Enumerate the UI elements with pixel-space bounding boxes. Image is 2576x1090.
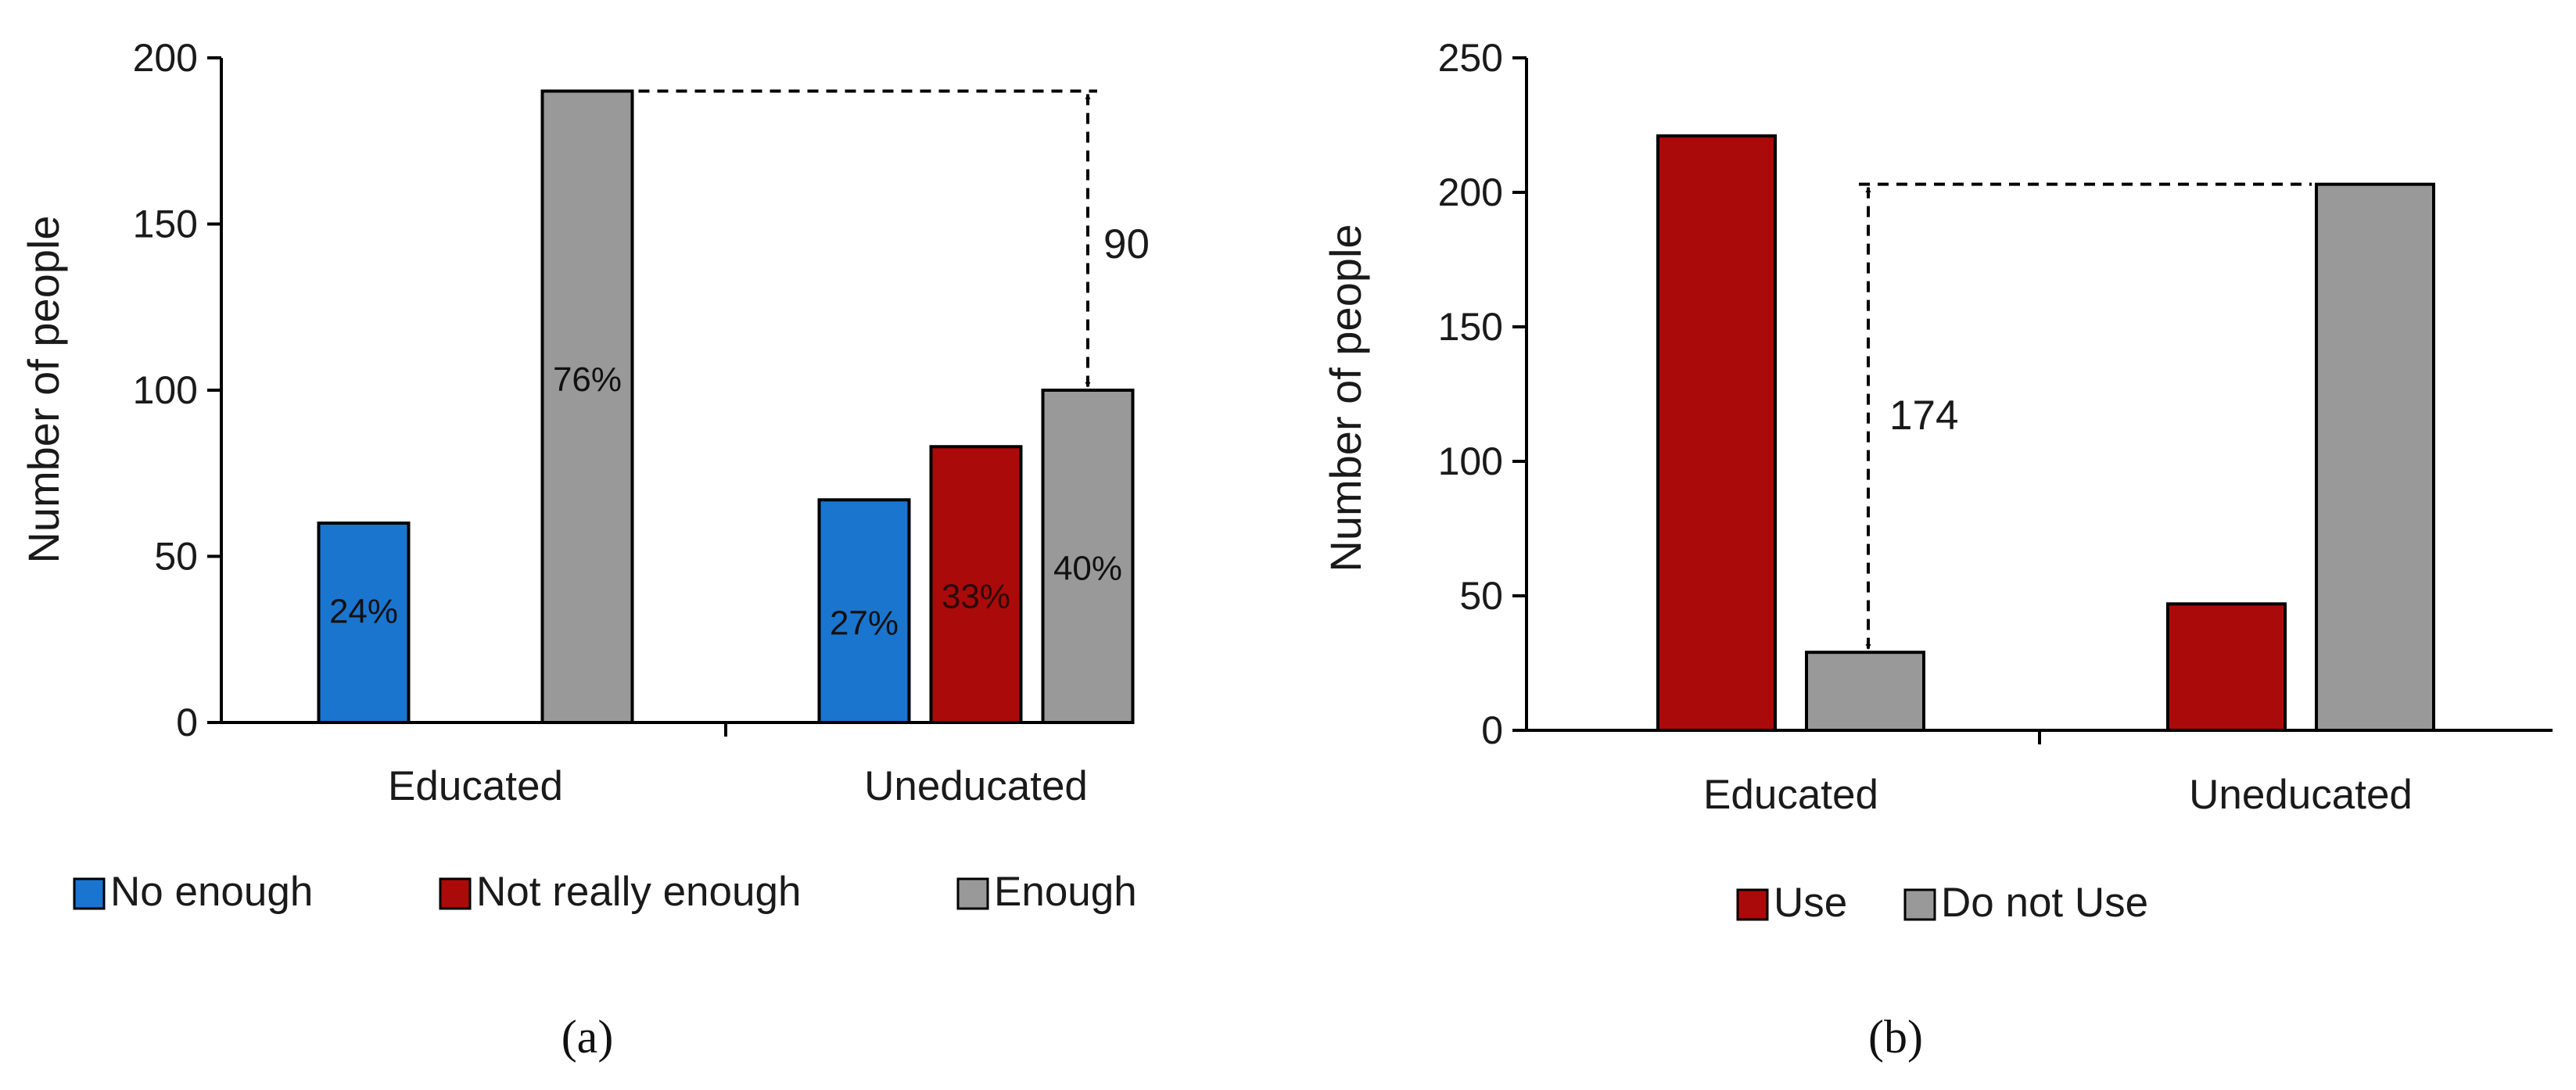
annotation-label-b: 174 xyxy=(1889,393,1958,439)
bar-a-2-0 xyxy=(540,89,634,724)
bar-data-label-a: 27% xyxy=(830,604,899,643)
legend-swatch-b xyxy=(1736,888,1769,921)
legend-label-a: No enough xyxy=(110,869,313,915)
y-tick-label-b: 250 xyxy=(1438,36,1503,80)
y-axis-label-b: Number of people xyxy=(1321,224,1370,572)
y-tick-label-a: 150 xyxy=(133,203,198,246)
y-tick-label-b: 100 xyxy=(1438,439,1503,483)
x-category-label-b: Uneducated xyxy=(2189,772,2413,818)
y-tick-label-a: 100 xyxy=(133,368,198,412)
caption-a: (a) xyxy=(561,1011,614,1063)
bar-data-label-a: 40% xyxy=(1053,550,1122,588)
y-tick-label-a: 0 xyxy=(176,701,198,744)
legend-label-b: Use xyxy=(1774,880,1847,926)
x-category-label-a: Uneducated xyxy=(864,763,1088,809)
bar-a-0-0 xyxy=(317,522,411,724)
y-tick-label-b: 50 xyxy=(1459,574,1503,618)
legend-swatch-a xyxy=(73,877,106,910)
chart-panel-a: Number of people 24% 27% 33% 76% 40% 0 50 100 1… xyxy=(19,36,1150,1063)
caption-b: (b) xyxy=(1868,1011,1923,1063)
y-tick-label-a: 200 xyxy=(133,36,198,80)
bar-a-2-1 xyxy=(1041,389,1135,724)
bar-data-label-a: 24% xyxy=(329,593,398,631)
legend-swatch-a xyxy=(439,877,472,910)
bar-b-0-0 xyxy=(1656,134,1777,732)
y-tick-label-b: 200 xyxy=(1438,170,1503,214)
bar-b-1-0 xyxy=(1805,651,1925,732)
legend-swatch-a xyxy=(956,877,989,910)
y-tick-label-b: 150 xyxy=(1438,305,1503,349)
chart-panel-b: Number of people 0 50 100 150 200 250 Educated… xyxy=(1321,36,2553,1063)
legend-label-b: Do not Use xyxy=(1941,880,2148,926)
legend-label-a: Enough xyxy=(994,869,1137,915)
bar-b-0-1 xyxy=(2166,602,2287,732)
x-category-label-b: Educated xyxy=(1703,772,1878,818)
x-category-label-a: Educated xyxy=(388,763,563,809)
annotation-label-a: 90 xyxy=(1103,221,1150,267)
legend-swatch-b xyxy=(1903,888,1936,921)
y-tick-label-a: 50 xyxy=(154,535,198,579)
y-axis-label-a: Number of people xyxy=(19,215,68,563)
bar-a-0-1 xyxy=(817,498,911,724)
bar-data-label-a: 33% xyxy=(942,578,1010,616)
legend-label-a: Not really enough xyxy=(476,869,801,915)
bar-data-label-a: 76% xyxy=(553,360,622,399)
y-tick-label-b: 0 xyxy=(1481,708,1503,752)
bar-b-1-1 xyxy=(2315,182,2435,732)
